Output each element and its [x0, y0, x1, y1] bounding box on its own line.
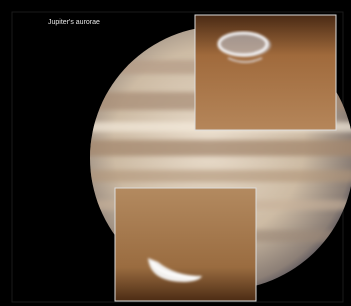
image: Jupiter's aurorae: [0, 0, 351, 306]
page: Jupiter's aurorae (() => { const data = …: [0, 0, 351, 306]
north-aurora-inset: [195, 15, 336, 130]
south-aurora-inset: [115, 188, 256, 301]
caption: Jupiter's aurorae: [48, 19, 100, 26]
